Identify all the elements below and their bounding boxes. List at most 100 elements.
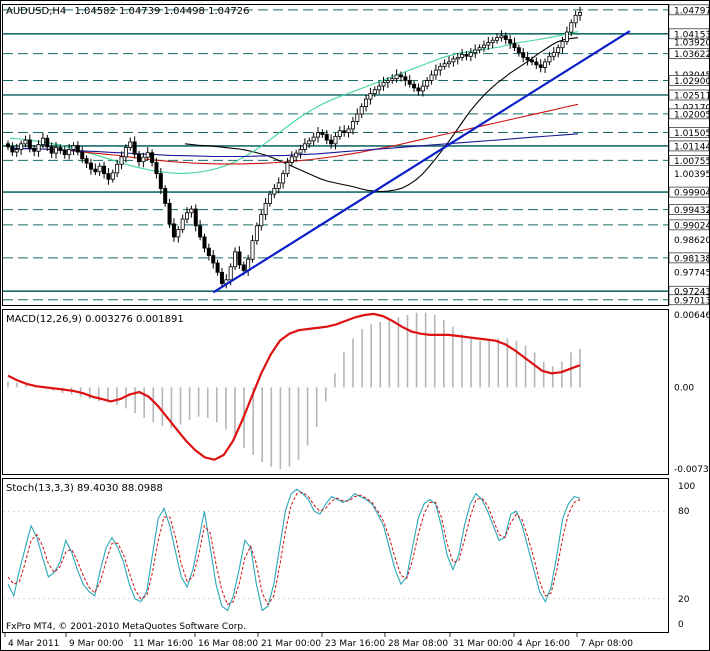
stoch-axis-label: 100	[678, 482, 695, 492]
candle-body	[481, 44, 486, 49]
candle-body	[198, 225, 203, 238]
candle-body	[438, 65, 443, 71]
candle	[215, 259, 220, 276]
candle-body	[429, 74, 434, 81]
candle	[62, 146, 67, 159]
candle	[508, 35, 513, 49]
candle	[14, 143, 19, 157]
candle	[573, 10, 578, 28]
price-tag-label: 1.03622	[674, 50, 710, 60]
price-tag-box	[668, 294, 710, 306]
candle-body	[433, 69, 438, 76]
candle-body	[329, 139, 334, 145]
price-tag-label: 1.01144	[674, 142, 710, 152]
candle-body	[272, 188, 277, 195]
candle-body	[503, 35, 508, 40]
candle	[329, 134, 334, 149]
moving-average-line	[9, 133, 579, 158]
candle-body	[254, 225, 259, 242]
candle	[285, 157, 290, 177]
candle-body	[337, 130, 342, 137]
candle-body	[123, 147, 128, 158]
candle-body	[193, 208, 198, 227]
candle-body	[185, 212, 190, 220]
macd-panel[interactable]: 0.00646 0.00 -0.00734 MACD(12,26,9) 0.0032…	[2, 309, 710, 476]
candle-body	[10, 146, 15, 153]
price-axis-label: 0.97745	[674, 269, 710, 279]
candle-body	[534, 61, 539, 66]
candle-body	[49, 146, 54, 154]
moving-averages	[9, 31, 579, 193]
price-axis-label: 0.98620	[674, 236, 710, 246]
candle-body	[228, 266, 233, 281]
candle	[54, 141, 59, 159]
candle	[163, 185, 168, 207]
candle	[403, 72, 408, 87]
candle-body	[14, 149, 19, 153]
candle	[578, 6, 583, 21]
price-tag-label: 1.00755	[674, 157, 710, 167]
price-tag-label: 1.02005	[674, 110, 710, 120]
candle	[521, 48, 526, 63]
candle	[294, 149, 299, 162]
candle	[512, 37, 517, 52]
candle-body	[171, 223, 176, 238]
candle-body	[569, 22, 574, 33]
candle	[564, 26, 569, 45]
candle	[272, 184, 277, 199]
stoch-panel-border	[2, 478, 669, 633]
price-tag-label: 0.99904	[674, 189, 710, 199]
candle-body	[381, 81, 386, 87]
price-tag: 0.97013	[668, 294, 710, 306]
price-tag-box	[668, 4, 710, 16]
candle	[71, 142, 76, 155]
candle	[364, 94, 369, 112]
candle	[473, 44, 478, 59]
stoch-lines	[3, 488, 668, 612]
candle	[45, 134, 50, 151]
time-axis-label: 28 Mar 08:00	[388, 639, 448, 649]
candle	[19, 140, 24, 155]
macd-axis-label: 0.00	[674, 383, 694, 393]
candle-body	[145, 152, 150, 158]
price-tag-box	[668, 140, 710, 152]
candle	[58, 144, 63, 154]
candle-body	[176, 229, 181, 238]
candle-body	[67, 149, 72, 156]
time-axis-label: 4 Mar 2011	[8, 639, 59, 649]
candle-body	[259, 214, 264, 227]
candle	[407, 74, 412, 88]
candle-body	[23, 139, 28, 145]
time-axis-label: 11 Mar 16:00	[133, 639, 193, 649]
candle	[569, 19, 574, 37]
trendline-group[interactable]	[212, 30, 631, 294]
candle	[67, 143, 72, 160]
candle-body	[460, 54, 465, 58]
candle-body	[163, 188, 168, 204]
candle	[211, 249, 216, 269]
candle	[263, 197, 268, 221]
candle-body	[525, 57, 530, 61]
candle	[136, 150, 141, 167]
stoch-panel[interactable]: 100 80 20 0 Stoch(13,3,3) 89.4030 88.0988	[2, 478, 696, 633]
candle	[189, 205, 194, 218]
macd-panel-border	[2, 309, 669, 475]
candle	[481, 40, 486, 52]
candle-body	[132, 141, 137, 155]
candle-body	[320, 132, 325, 135]
stoch-axis-label: 0	[678, 620, 684, 630]
candle	[538, 59, 543, 73]
price-panel[interactable]: 1.047971.041531.039201.036221.030451.029…	[2, 4, 710, 307]
candle-body	[403, 76, 408, 81]
candle-body	[281, 173, 286, 184]
time-axis-label: 16 Mar 08:00	[198, 639, 258, 649]
candle	[233, 247, 238, 271]
candle-body	[447, 61, 452, 65]
price-tag-box	[668, 219, 710, 231]
macd-signal-group	[7, 312, 581, 461]
candle-body	[468, 52, 473, 57]
time-axis-label: 7 Apr 08:00	[580, 639, 633, 649]
candle	[337, 126, 342, 140]
candle-body	[355, 113, 360, 122]
price-tag-label: 0.98138	[674, 254, 710, 264]
